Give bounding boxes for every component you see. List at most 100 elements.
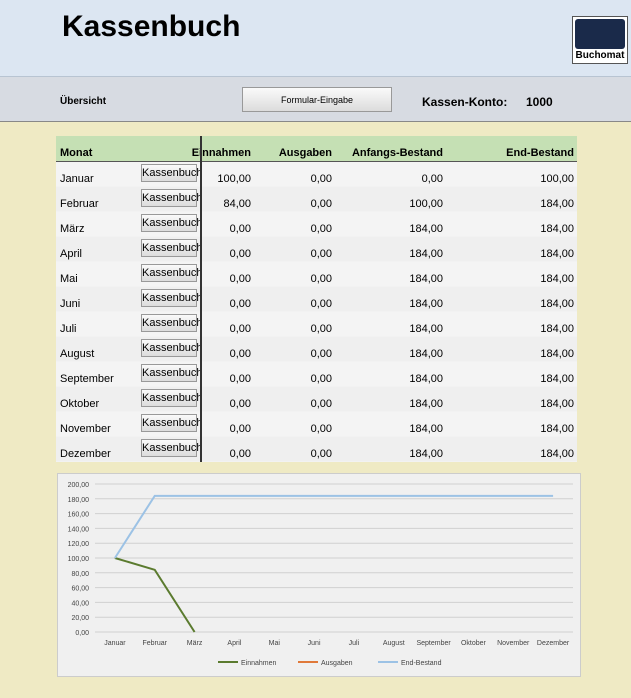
value-cell: 0,00 <box>421 173 443 185</box>
series-line <box>114 494 554 559</box>
kassenbuch-button[interactable]: Kassenbuch <box>141 364 203 382</box>
legend-label: Ausgaben <box>321 660 353 667</box>
value-cell: 184,00 <box>540 398 574 410</box>
value-cell: 184,00 <box>540 348 574 360</box>
kassenbuch-button[interactable]: Kassenbuch <box>141 264 203 282</box>
form-button[interactable]: Formular-Eingabe <box>242 87 392 112</box>
value-cell: 184,00 <box>409 248 443 260</box>
kassenbuch-button[interactable]: Kassenbuch <box>141 314 203 332</box>
month-cell: Februar <box>60 198 99 210</box>
value-cell: 0,00 <box>229 248 251 260</box>
month-cell: Juni <box>60 298 81 310</box>
value-cell: 0,00 <box>310 373 332 385</box>
kassenbuch-button[interactable]: Kassenbuch <box>141 289 203 307</box>
x-tick-label: Februar <box>142 640 167 647</box>
y-tick-label: 80,00 <box>71 571 89 578</box>
x-tick-label: Dezember <box>537 640 570 647</box>
value-cell: 100,00 <box>540 173 574 185</box>
kassenbuch-button[interactable]: Kassenbuch <box>141 414 203 432</box>
column-header: Ausgaben <box>278 147 332 159</box>
value-cell: 184,00 <box>409 298 443 310</box>
month-cell: März <box>60 223 85 235</box>
x-tick-label: Juni <box>308 640 321 647</box>
value-cell: 0,00 <box>229 398 251 410</box>
value-cell: 0,00 <box>310 248 332 260</box>
table: Monat Einnahmen Ausgaben Anfangs-Bestand End… <box>56 136 577 462</box>
value-cell: 0,00 <box>229 323 251 335</box>
month-cell: Januar <box>60 173 94 185</box>
value-cell: 184,00 <box>540 448 574 460</box>
value-cell: 0,00 <box>310 298 332 310</box>
value-cell: 184,00 <box>540 273 574 285</box>
x-tick-label: Oktober <box>461 640 487 647</box>
x-tick-label: Juli <box>349 640 360 647</box>
value-cell: 184,00 <box>409 398 443 410</box>
value-cell: 184,00 <box>540 423 574 435</box>
value-cell: 100,00 <box>409 198 443 210</box>
kassenbuch-button[interactable]: Kassenbuch <box>141 239 203 257</box>
value-cell: 0,00 <box>310 273 332 285</box>
value-cell: 184,00 <box>409 273 443 285</box>
value-cell: 184,00 <box>540 373 574 385</box>
value-cell: 184,00 <box>409 323 443 335</box>
month-cell: Oktober <box>60 398 100 410</box>
y-tick-label: 120,00 <box>68 541 90 548</box>
overview-link[interactable]: Übersicht <box>60 96 107 107</box>
value-cell: 0,00 <box>229 373 251 385</box>
value-cell: 84,00 <box>223 198 251 210</box>
y-tick-label: 0,00 <box>75 630 89 637</box>
chart: 0,00 20,00 40,00 60,00 80,00 100,00 120,00 140,… <box>57 473 581 677</box>
kassenbuch-button[interactable]: Kassenbuch <box>141 214 203 232</box>
month-cell: Mai <box>60 273 78 285</box>
legend-label: End-Bestand <box>401 660 442 667</box>
value-cell: 184,00 <box>409 448 443 460</box>
value-cell: 0,00 <box>229 273 251 285</box>
month-cell: August <box>60 348 95 360</box>
column-header: Anfangs-Bestand <box>351 147 443 159</box>
value-cell: 0,00 <box>310 323 332 335</box>
y-tick-label: 20,00 <box>71 615 89 622</box>
y-tick-label: 160,00 <box>68 512 90 519</box>
title: Kassenbuch <box>62 10 241 43</box>
y-tick-label: 60,00 <box>71 586 89 593</box>
logo-text: Buchomat <box>575 50 625 61</box>
column-header: Monat <box>60 147 93 159</box>
month-cell: November <box>60 423 111 435</box>
kassenbuch-button[interactable]: Kassenbuch <box>141 339 203 357</box>
x-tick-label: November <box>497 640 530 647</box>
x-tick-label: März <box>187 640 203 647</box>
month-cell: Dezember <box>60 448 111 460</box>
header <box>0 0 631 77</box>
column-header: End-Bestand <box>506 147 574 159</box>
account-label: Kassen-Konto: <box>422 95 508 109</box>
value-cell: 0,00 <box>310 173 332 185</box>
x-tick-label: August <box>383 640 405 647</box>
value-cell: 0,00 <box>310 198 332 210</box>
value-cell: 184,00 <box>540 248 574 260</box>
kassenbuch-button[interactable]: Kassenbuch <box>141 389 203 407</box>
kassenbuch-button[interactable]: Kassenbuch <box>141 439 203 457</box>
logo[interactable]: Buchomat <box>572 16 628 64</box>
y-tick-label: 40,00 <box>71 600 89 607</box>
value-cell: 0,00 <box>310 223 332 235</box>
y-tick-label: 180,00 <box>68 497 90 504</box>
value-cell: 0,00 <box>229 348 251 360</box>
value-cell: 184,00 <box>409 373 443 385</box>
value-cell: 0,00 <box>310 448 332 460</box>
y-tick-label: 200,00 <box>68 482 90 489</box>
kassenbuch-button[interactable]: Kassenbuch <box>141 189 203 207</box>
legend-label: Einnahmen <box>241 660 277 667</box>
kassenbuch-button[interactable]: Kassenbuch <box>141 164 203 182</box>
value-cell: 184,00 <box>540 323 574 335</box>
divider <box>200 136 202 462</box>
value-cell: 184,00 <box>540 223 574 235</box>
value-cell: 0,00 <box>229 448 251 460</box>
value-cell: 0,00 <box>310 398 332 410</box>
x-tick-label: September <box>416 640 451 647</box>
month-cell: September <box>60 373 114 385</box>
value-cell: 184,00 <box>409 223 443 235</box>
value-cell: 0,00 <box>310 423 332 435</box>
y-tick-label: 140,00 <box>68 526 90 533</box>
y-tick-label: 100,00 <box>68 556 90 563</box>
